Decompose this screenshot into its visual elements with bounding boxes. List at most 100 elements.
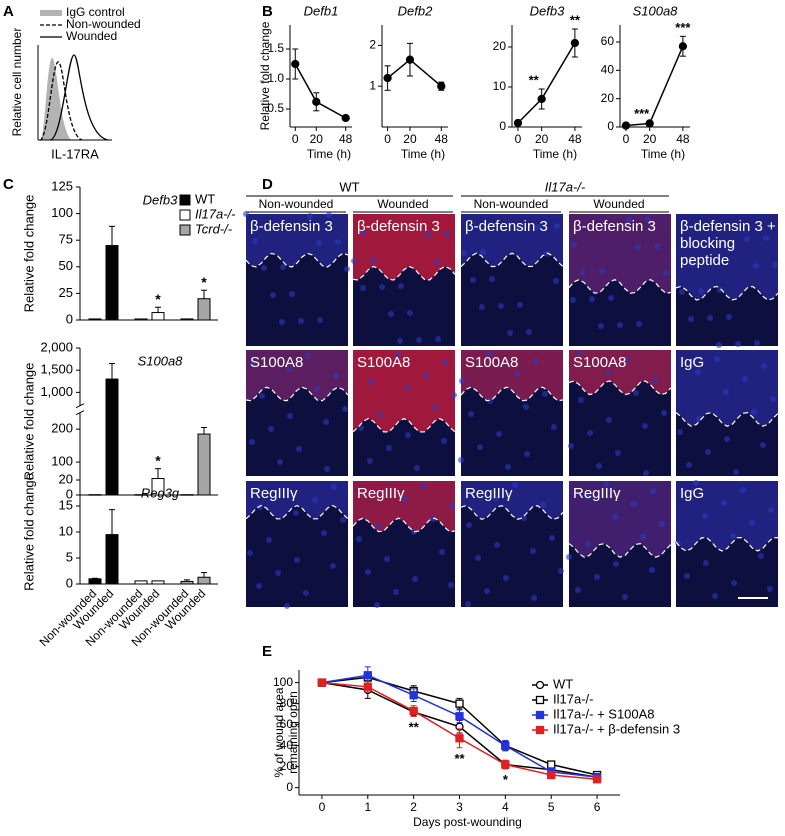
- nucleus: [760, 442, 766, 448]
- y-tick-label: 1,500: [40, 362, 73, 377]
- x-tick-label: 4: [502, 800, 509, 814]
- nucleus: [544, 251, 550, 257]
- nucleus: [577, 350, 583, 356]
- nucleus: [566, 554, 572, 560]
- basement-membrane: [352, 517, 456, 533]
- legend-marker: [535, 695, 545, 705]
- nucleus: [279, 319, 285, 325]
- nucleus: [695, 369, 701, 375]
- micrograph-label: RegIIIγ: [573, 485, 621, 502]
- density-curve: [39, 61, 83, 141]
- point: [405, 55, 415, 64]
- nucleus: [688, 316, 694, 322]
- nucleus: [374, 602, 380, 608]
- nucleus: [284, 603, 290, 609]
- nucleus: [496, 431, 502, 437]
- chart-title: S100a8: [138, 353, 184, 368]
- nucleus: [615, 450, 621, 456]
- legend-label: Il17a-/- + S100A8: [553, 706, 655, 721]
- nucleus: [493, 495, 499, 501]
- panel-label: D: [262, 176, 273, 193]
- nucleus: [316, 240, 322, 246]
- panel-label: A: [3, 3, 14, 20]
- nucleus: [535, 224, 541, 230]
- panel-label: E: [262, 643, 272, 660]
- nucleus: [594, 574, 600, 580]
- epidermis: [569, 350, 671, 395]
- legend-label: Non-wounded: [66, 17, 141, 31]
- y-tick-label: 2: [369, 38, 376, 52]
- point: [455, 712, 464, 721]
- bar: [197, 576, 211, 585]
- nucleus: [489, 276, 495, 282]
- nucleus: [575, 587, 581, 593]
- nucleus: [698, 288, 704, 294]
- basement-membrane: [460, 252, 564, 268]
- micrograph-label: RegIIIγ: [357, 485, 405, 502]
- nucleus: [261, 265, 267, 271]
- nucleus: [344, 266, 350, 272]
- epidermis: [353, 481, 455, 532]
- nucleus: [763, 235, 769, 241]
- nucleus: [324, 466, 330, 472]
- nucleus: [652, 377, 658, 383]
- point: [317, 678, 327, 687]
- nucleus: [275, 570, 281, 576]
- series-line: [294, 63, 347, 119]
- nucleus: [414, 465, 420, 471]
- y-axis-label: Relative fold change: [21, 363, 36, 481]
- nucleus: [702, 513, 708, 519]
- nucleus: [675, 540, 681, 546]
- nucleus: [754, 340, 760, 346]
- nucleus: [587, 430, 593, 436]
- chart-title: Defb1: [304, 3, 339, 18]
- nucleus: [439, 549, 445, 555]
- nucleus: [553, 278, 559, 284]
- epidermis: [246, 214, 348, 268]
- chart-title: Reg3g: [141, 485, 180, 500]
- nucleus: [367, 458, 373, 464]
- nucleus: [768, 507, 774, 513]
- nucleus: [402, 496, 408, 502]
- nucleus: [751, 409, 757, 415]
- point: [341, 113, 350, 123]
- nucleus: [425, 232, 431, 238]
- y-tick-label: 20: [280, 759, 294, 773]
- nucleus: [361, 230, 367, 236]
- bar: [88, 494, 102, 496]
- column-label: Non-wounded: [474, 197, 549, 211]
- y-axis-label: % of wound area: [272, 687, 286, 777]
- y-tick-label: 100: [51, 454, 73, 469]
- nucleus: [451, 392, 457, 398]
- y-tick-label: 10: [493, 79, 507, 93]
- nucleus: [580, 269, 586, 275]
- nucleus: [589, 296, 595, 302]
- axis-break-gap: [74, 406, 218, 413]
- nucleus: [758, 553, 764, 559]
- basement-membrane: [245, 386, 349, 402]
- nucleus: [360, 285, 366, 291]
- annotation: ***: [634, 106, 650, 121]
- nucleus: [356, 536, 362, 542]
- annotation: **: [409, 720, 420, 735]
- nucleus: [663, 270, 669, 276]
- nucleus: [606, 417, 612, 423]
- nucleus: [277, 459, 283, 465]
- nucleus: [294, 557, 300, 563]
- x-tick-label: 20: [310, 132, 324, 146]
- point: [383, 73, 392, 83]
- nucleus: [377, 412, 383, 418]
- bar: [197, 433, 211, 496]
- chart-title: S100a8: [633, 3, 679, 18]
- chart-title: Defb3: [143, 192, 178, 207]
- nucleus: [468, 411, 474, 417]
- nucleus: [659, 521, 665, 527]
- basement-membrane: [568, 380, 672, 396]
- nucleus: [249, 439, 255, 445]
- x-tick-label: 20: [403, 132, 417, 146]
- micrograph-label: S100A8: [465, 354, 519, 371]
- y-axis-label: Relative fold change: [21, 195, 36, 313]
- error-bar: [92, 577, 98, 579]
- nucleus: [596, 463, 602, 469]
